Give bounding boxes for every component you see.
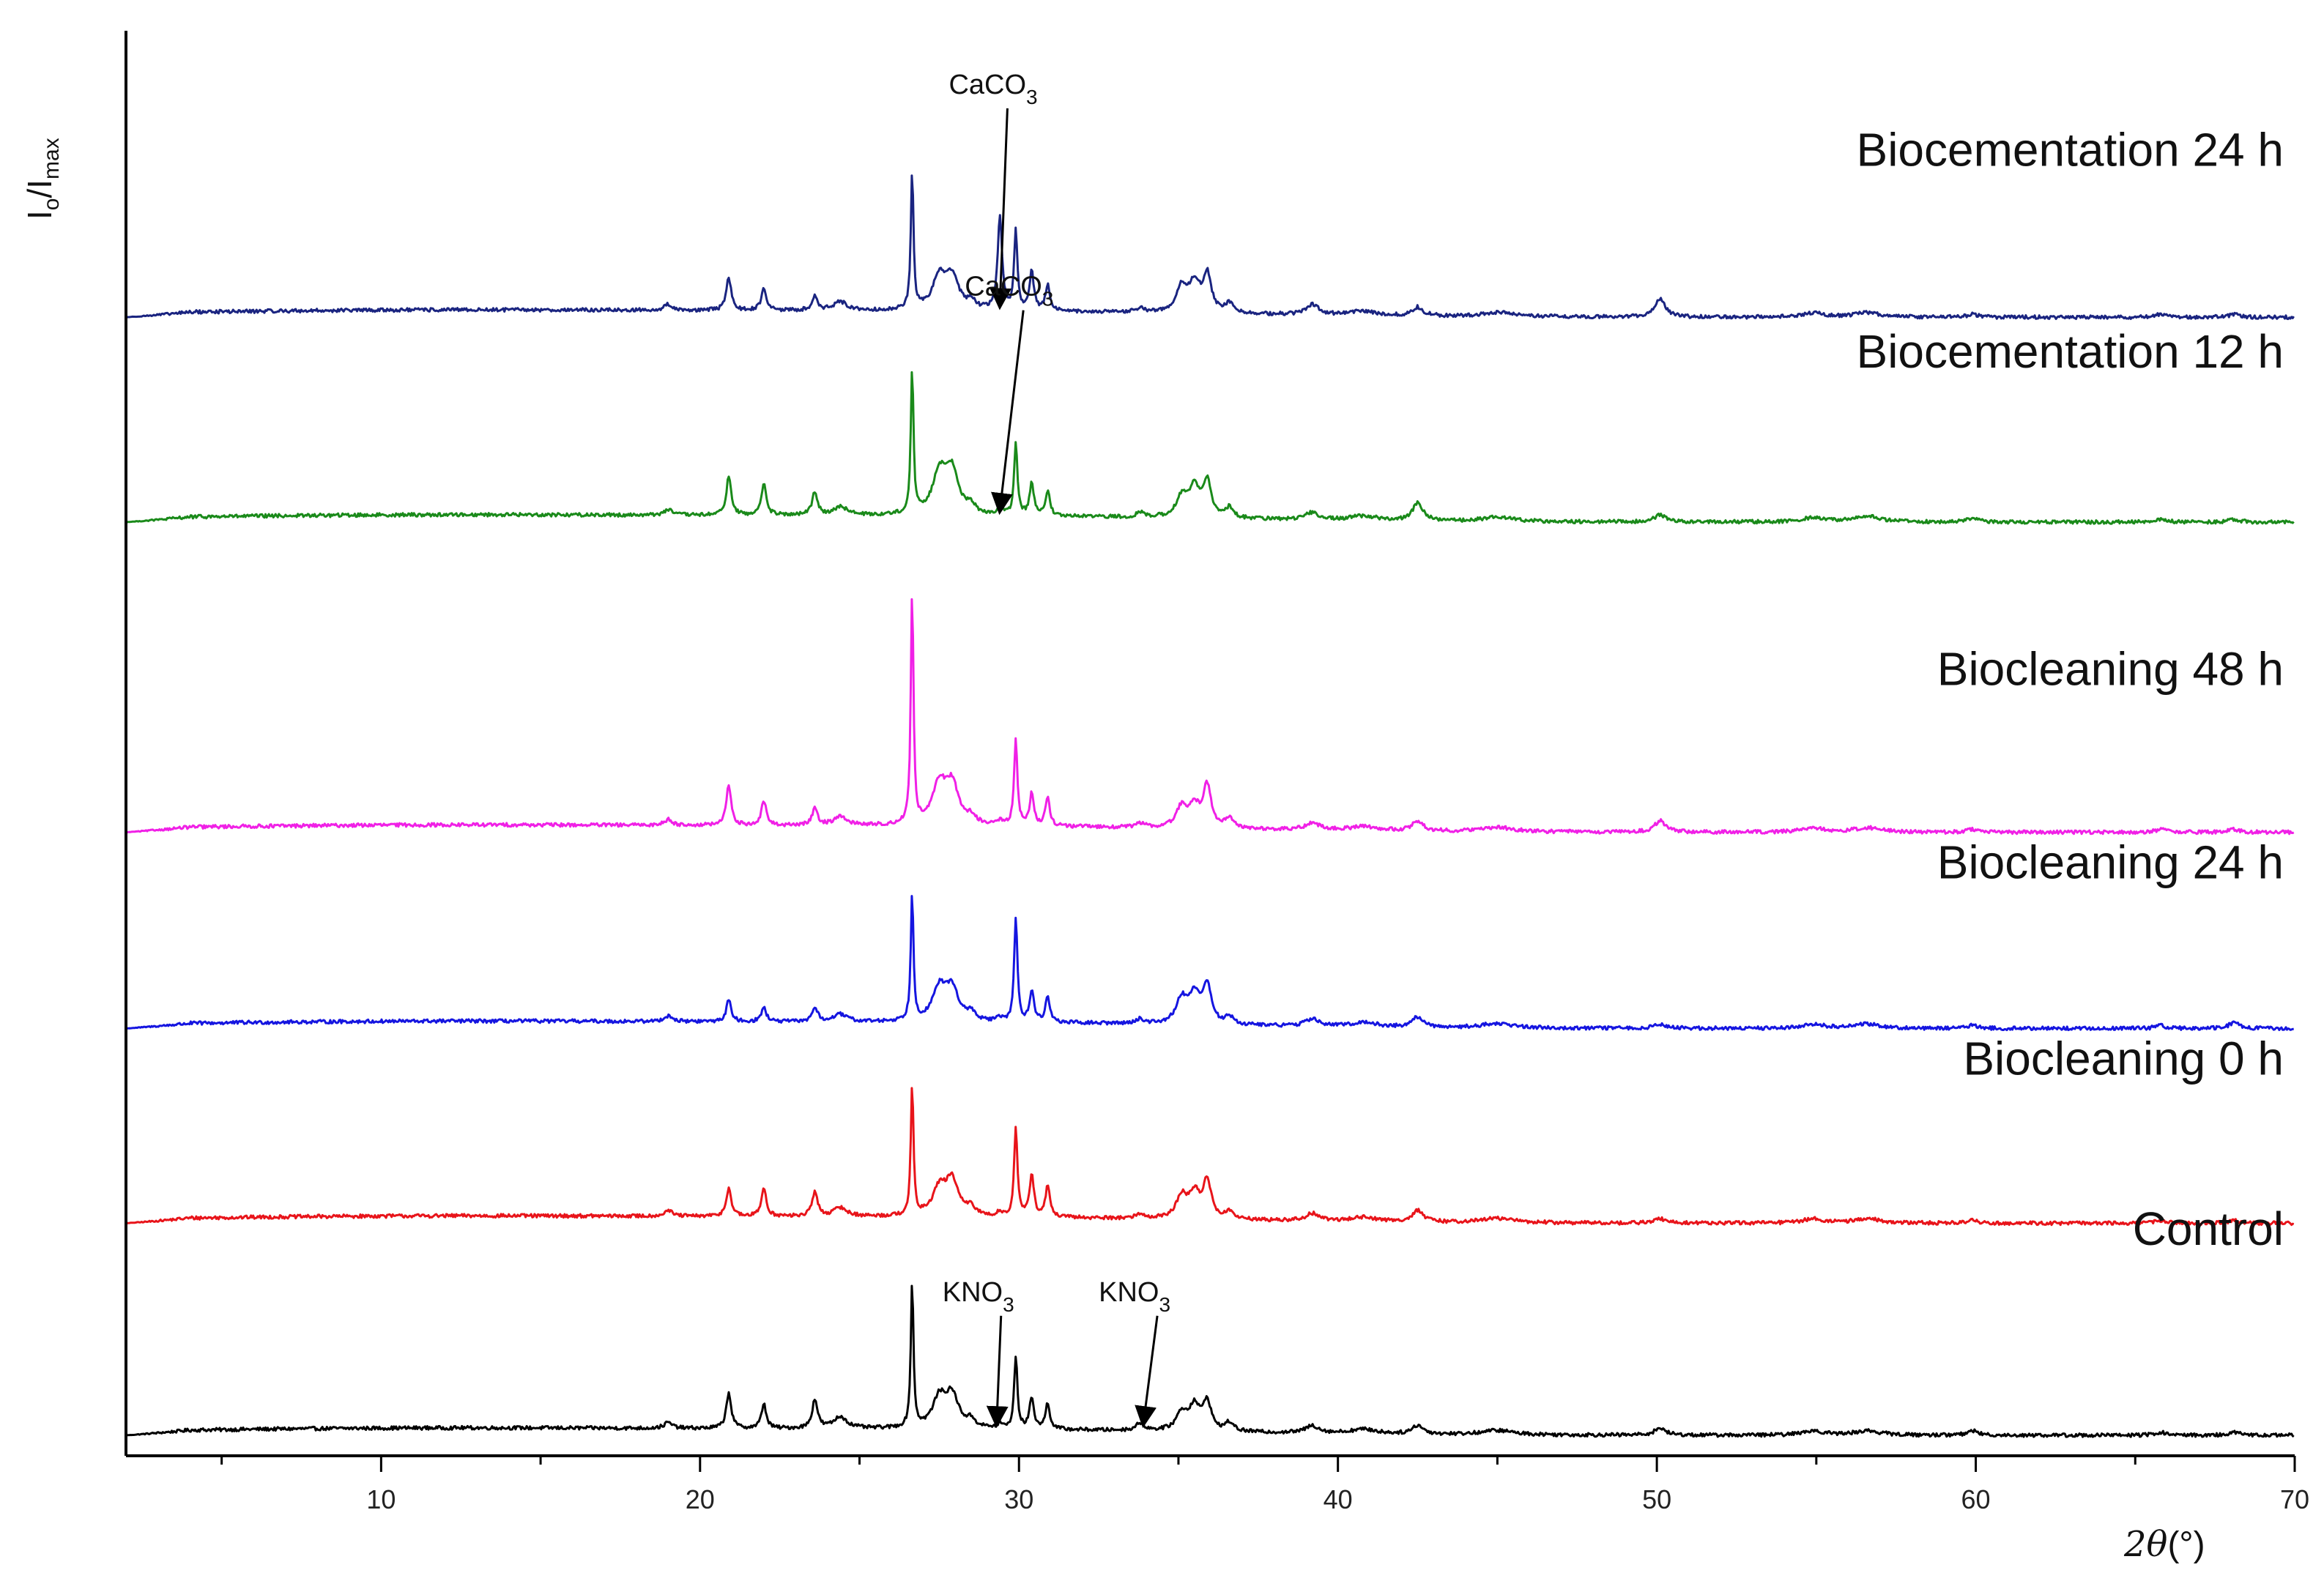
x-tick-label: 70 xyxy=(2280,1484,2309,1514)
annotation-arrow xyxy=(1135,1315,1159,1429)
x-tick-label: 10 xyxy=(366,1484,396,1514)
annotations: CaCO3 CaCO3 KNO3 KNO3 xyxy=(943,70,1170,1429)
axes xyxy=(125,31,2295,1457)
series-line-biocementation-24-h xyxy=(125,174,2295,321)
x-tick-label: 40 xyxy=(1324,1484,1353,1514)
x-axis-title: 2θ(°) xyxy=(2123,1524,2205,1565)
annotation-arrow xyxy=(991,310,1025,516)
series-label: Biocleaning 24 h xyxy=(1937,836,2284,889)
annotation-arrow xyxy=(986,1315,1009,1429)
annotation-arrow xyxy=(990,108,1012,310)
annotation-label: CaCO3 xyxy=(965,272,1053,310)
series-label: Control xyxy=(2133,1202,2284,1255)
series-line-control xyxy=(125,1284,2295,1438)
annotation-label: KNO3 xyxy=(1099,1277,1170,1316)
x-tick-label: 30 xyxy=(1004,1484,1033,1514)
x-ticks: 10 20 30 40 50 60 70 xyxy=(220,1456,2309,1514)
series-line-biocementation-12-h xyxy=(125,371,2295,525)
x-tick-label: 20 xyxy=(686,1484,715,1514)
series-label: Biocementation 12 h xyxy=(1857,325,2284,378)
series-line-biocleaning-0-h xyxy=(125,1087,2295,1227)
series-line-biocleaning-24-h xyxy=(125,895,2294,1032)
series-group xyxy=(125,174,2295,1438)
series-label: Biocleaning 48 h xyxy=(1937,643,2284,696)
series-label: Biocementation 24 h xyxy=(1857,123,2284,176)
x-tick-label: 50 xyxy=(1642,1484,1671,1514)
series-line-biocleaning-48-h xyxy=(126,598,2295,836)
series-labels: Control Biocleaning 0 h Biocleaning 24 h Bi… xyxy=(1857,123,2284,1255)
x-tick-label: 60 xyxy=(1961,1484,1991,1514)
annotation-label: CaCO3 xyxy=(948,70,1037,108)
series-label: Biocleaning 0 h xyxy=(1963,1033,2284,1085)
annotation-label: KNO3 xyxy=(943,1277,1014,1316)
y-axis-title: Io/Imax xyxy=(21,138,64,220)
